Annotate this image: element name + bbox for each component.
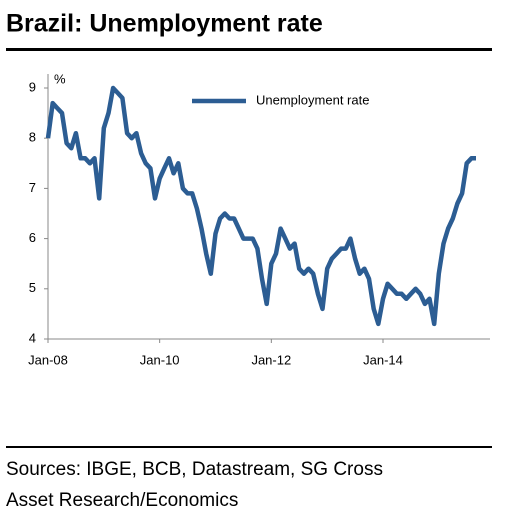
source: Asset Research/Economics [6, 490, 238, 511]
x-tick-label: Jan-12 [251, 352, 291, 367]
series-line [45, 85, 476, 327]
y-tick-label: 7 [29, 180, 36, 195]
y-tick-label: 9 [29, 79, 36, 94]
x-tick-label: Jan-14 [363, 352, 403, 367]
y-unit: % [54, 71, 66, 86]
x-tick-label: Jan-10 [140, 352, 180, 367]
y-tick-label: 8 [29, 130, 36, 145]
legend-label: Unemployment rate [256, 92, 369, 107]
y-tick-label: 5 [29, 280, 36, 295]
source: Sources: IBGE, BCB, Datastream, SG Cross [6, 459, 383, 480]
chart-title: Brazil: Unemployment rate [6, 10, 323, 38]
x-tick-label: Jan-08 [28, 352, 68, 367]
y-tick-label: 4 [29, 330, 36, 345]
source-rule [6, 446, 492, 448]
y-tick-label: 6 [29, 230, 36, 245]
title-rule [6, 48, 492, 51]
